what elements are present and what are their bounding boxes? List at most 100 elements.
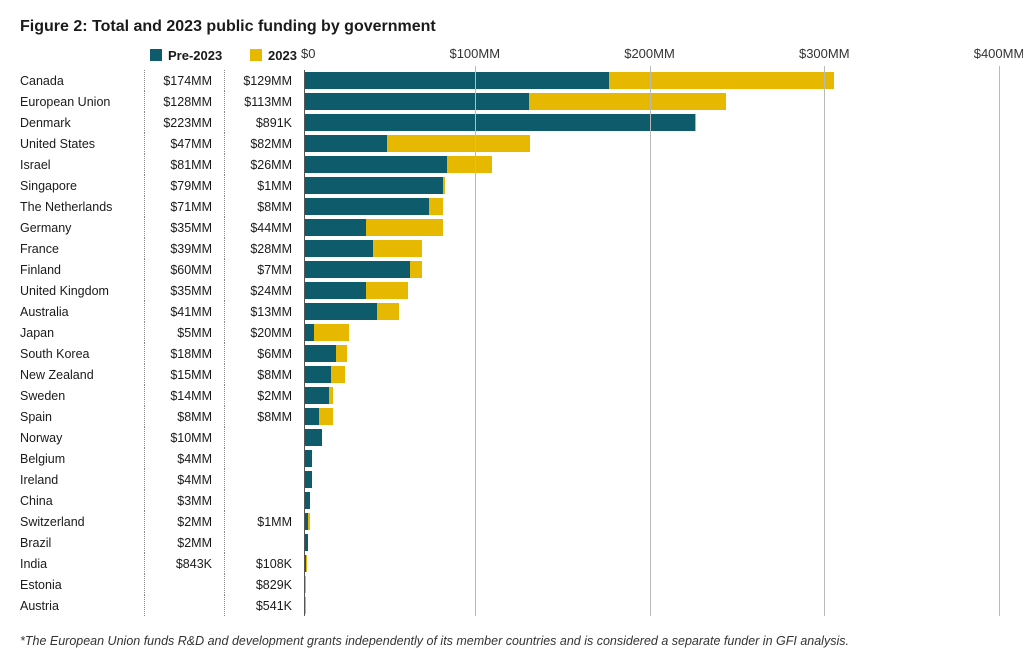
bar-segment-2023 <box>319 408 333 425</box>
bar-segment-pre2023 <box>305 534 308 551</box>
table-row: Sweden$14MM$2MM <box>20 385 1003 406</box>
y2023-value: $1MM <box>224 511 304 532</box>
pre2023-value: $47MM <box>144 133 224 154</box>
stacked-bar <box>305 219 443 236</box>
legend-label-2023: 2023 <box>268 48 297 63</box>
bar-segment-2023 <box>529 93 726 110</box>
country-label: United States <box>20 137 144 151</box>
pre2023-value: $71MM <box>144 196 224 217</box>
y2023-value: $129MM <box>224 70 304 91</box>
pre2023-value: $10MM <box>144 427 224 448</box>
country-label: Japan <box>20 326 144 340</box>
country-label: Sweden <box>20 389 144 403</box>
stacked-bar <box>305 156 492 173</box>
bar-segment-2023 <box>314 324 349 341</box>
bar-cell <box>304 280 1003 301</box>
stacked-bar <box>305 576 306 593</box>
table-row: Singapore$79MM$1MM <box>20 175 1003 196</box>
stacked-bar <box>305 450 312 467</box>
bar-segment-pre2023 <box>305 93 529 110</box>
country-label: India <box>20 557 144 571</box>
stacked-bar <box>305 408 333 425</box>
bar-cell <box>304 448 1003 469</box>
y2023-value: $8MM <box>224 406 304 427</box>
y2023-value: $541K <box>224 595 304 616</box>
table-row: Australia$41MM$13MM <box>20 301 1003 322</box>
pre2023-value: $15MM <box>144 364 224 385</box>
bar-cell <box>304 175 1003 196</box>
bar-cell <box>304 553 1003 574</box>
bar-segment-2023 <box>429 198 443 215</box>
country-label: Finland <box>20 263 144 277</box>
pre2023-value <box>144 574 224 595</box>
bar-segment-pre2023 <box>305 429 322 446</box>
country-label: Switzerland <box>20 515 144 529</box>
table-row: Estonia$829K <box>20 574 1003 595</box>
bar-segment-2023 <box>373 240 422 257</box>
bar-cell <box>304 322 1003 343</box>
bar-segment-pre2023 <box>305 135 387 152</box>
stacked-bar <box>305 114 696 131</box>
pre2023-value: $2MM <box>144 511 224 532</box>
y2023-value: $1MM <box>224 175 304 196</box>
table-row: Finland$60MM$7MM <box>20 259 1003 280</box>
table-row: Belgium$4MM <box>20 448 1003 469</box>
y2023-value: $24MM <box>224 280 304 301</box>
bar-cell <box>304 385 1003 406</box>
pre2023-value: $39MM <box>144 238 224 259</box>
pre2023-value: $5MM <box>144 322 224 343</box>
country-label: Norway <box>20 431 144 445</box>
y2023-value: $891K <box>224 112 304 133</box>
y2023-value: $20MM <box>224 322 304 343</box>
table-row: France$39MM$28MM <box>20 238 1003 259</box>
bar-cell <box>304 91 1003 112</box>
pre2023-value <box>144 595 224 616</box>
country-label: European Union <box>20 95 144 109</box>
y2023-value <box>224 469 304 490</box>
bar-segment-2023 <box>447 156 492 173</box>
bar-cell <box>304 301 1003 322</box>
bar-segment-pre2023 <box>305 114 695 131</box>
legend-swatch-2023 <box>250 49 262 61</box>
y2023-value: $8MM <box>224 364 304 385</box>
country-label: Spain <box>20 410 144 424</box>
bar-cell <box>304 238 1003 259</box>
pre2023-value: $35MM <box>144 280 224 301</box>
table-row: The Netherlands$71MM$8MM <box>20 196 1003 217</box>
y2023-value <box>224 490 304 511</box>
stacked-bar <box>305 240 422 257</box>
pre2023-value: $18MM <box>144 343 224 364</box>
bar-cell <box>304 133 1003 154</box>
legend-label-pre: Pre-2023 <box>168 48 222 63</box>
bar-cell <box>304 217 1003 238</box>
bar-segment-2023 <box>331 366 345 383</box>
bar-segment-2023 <box>366 282 408 299</box>
country-label: South Korea <box>20 347 144 361</box>
table-row: New Zealand$15MM$8MM <box>20 364 1003 385</box>
bar-segment-pre2023 <box>305 219 366 236</box>
stacked-bar <box>305 282 408 299</box>
y2023-value: $113MM <box>224 91 304 112</box>
bar-segment-pre2023 <box>305 282 366 299</box>
bar-cell <box>304 154 1003 175</box>
table-row: Austria$541K <box>20 595 1003 616</box>
table-row: China$3MM <box>20 490 1003 511</box>
bar-cell <box>304 343 1003 364</box>
y2023-value: $2MM <box>224 385 304 406</box>
country-label: Singapore <box>20 179 144 193</box>
country-label: Ireland <box>20 473 144 487</box>
table-row: United States$47MM$82MM <box>20 133 1003 154</box>
table-row: Norway$10MM <box>20 427 1003 448</box>
bar-segment-2023 <box>305 597 306 614</box>
table-row: Ireland$4MM <box>20 469 1003 490</box>
stacked-bar <box>305 135 530 152</box>
stacked-bar <box>305 555 307 572</box>
bar-segment-2023 <box>308 513 310 530</box>
bar-segment-pre2023 <box>305 492 310 509</box>
y2023-value: $6MM <box>224 343 304 364</box>
bar-segment-pre2023 <box>305 72 609 89</box>
country-label: Australia <box>20 305 144 319</box>
bar-segment-pre2023 <box>305 345 336 362</box>
legend-2023: 2023 <box>250 48 297 63</box>
bar-cell <box>304 511 1003 532</box>
